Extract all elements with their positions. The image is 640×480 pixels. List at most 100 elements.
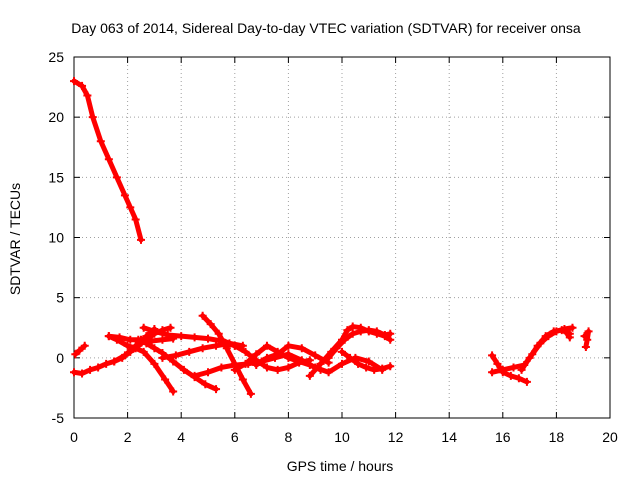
data-point xyxy=(204,334,212,343)
data-point xyxy=(533,341,542,350)
data-point xyxy=(88,113,97,122)
data-point xyxy=(372,327,381,336)
data-point xyxy=(525,353,534,362)
data-point xyxy=(217,363,226,372)
series-arc-18 xyxy=(338,347,395,374)
data-point xyxy=(150,344,159,353)
data-point xyxy=(509,363,518,372)
data-point xyxy=(166,323,175,332)
x-tick-label: 0 xyxy=(70,429,78,445)
data-point xyxy=(214,329,223,338)
data-point xyxy=(584,327,593,336)
data-point xyxy=(583,335,592,344)
x-axis-label: GPS time / hours xyxy=(287,458,394,474)
data-point xyxy=(169,357,178,366)
plot-border xyxy=(73,56,611,419)
data-point xyxy=(364,357,373,366)
data-point xyxy=(104,155,113,164)
data-point xyxy=(364,326,373,335)
data-point xyxy=(131,215,140,224)
data-point xyxy=(163,330,172,339)
data-point xyxy=(212,341,221,350)
data-point xyxy=(102,359,111,368)
data-point xyxy=(493,359,502,368)
data-point xyxy=(343,326,352,335)
data-point xyxy=(150,359,159,368)
data-point xyxy=(131,341,140,350)
series-arc-22 xyxy=(560,326,574,342)
data-point xyxy=(198,344,207,353)
data-point xyxy=(142,339,151,348)
data-point xyxy=(230,341,239,350)
data-point xyxy=(514,374,523,383)
y-tick-label: 25 xyxy=(48,49,64,65)
data-point xyxy=(137,235,145,244)
data-point xyxy=(362,363,371,372)
data-point xyxy=(80,341,89,350)
x-tick-label: 10 xyxy=(334,429,350,445)
data-point xyxy=(311,351,320,360)
data-point xyxy=(522,377,531,386)
data-point xyxy=(142,332,151,341)
data-point xyxy=(110,357,119,366)
series-arc-10 xyxy=(198,311,255,398)
data-point xyxy=(86,365,95,374)
data-point xyxy=(123,341,132,350)
data-point xyxy=(75,346,84,355)
series-arc-14 xyxy=(252,341,333,370)
data-point xyxy=(370,365,379,374)
y-tick-label: 15 xyxy=(48,169,64,185)
data-point xyxy=(488,351,497,360)
y-tick-label: 0 xyxy=(56,350,64,366)
data-point xyxy=(104,332,113,341)
data-point xyxy=(262,341,271,350)
series-line xyxy=(71,78,144,243)
data-point xyxy=(284,341,293,350)
data-point xyxy=(212,385,221,394)
data-point xyxy=(284,363,293,372)
data-point xyxy=(126,203,135,212)
data-point xyxy=(332,344,341,353)
x-tick-label: 18 xyxy=(549,429,565,445)
data-point xyxy=(169,387,178,396)
data-point xyxy=(134,335,143,344)
x-tick-label: 8 xyxy=(285,429,293,445)
y-tick-label: 10 xyxy=(48,230,64,246)
data-point xyxy=(150,327,159,336)
data-point xyxy=(158,353,167,362)
data-point xyxy=(206,320,215,329)
grid-layer xyxy=(74,57,610,418)
data-point xyxy=(112,173,121,182)
x-tick-label: 12 xyxy=(388,429,404,445)
data-point xyxy=(120,351,129,360)
data-point xyxy=(238,375,247,384)
data-point xyxy=(386,329,395,338)
data-point xyxy=(541,332,550,341)
data-point xyxy=(346,353,355,362)
data-point xyxy=(139,347,148,356)
y-tick-label: -5 xyxy=(52,410,65,426)
data-point xyxy=(316,359,325,368)
data-point xyxy=(560,326,569,335)
data-point xyxy=(198,311,207,320)
data-point xyxy=(386,362,395,371)
data-point xyxy=(139,323,148,332)
data-point xyxy=(262,363,271,372)
data-point xyxy=(94,363,103,372)
data-point xyxy=(568,323,577,332)
data-point xyxy=(71,350,80,359)
data-point xyxy=(338,347,346,356)
x-tick-label: 2 xyxy=(124,429,132,445)
x-tick-label: 4 xyxy=(177,429,185,445)
data-point xyxy=(217,335,226,344)
data-point xyxy=(284,350,293,359)
y-tick-label: 5 xyxy=(56,290,64,306)
data-point xyxy=(120,191,129,200)
data-point xyxy=(158,335,167,344)
data-point xyxy=(498,365,507,374)
data-point xyxy=(241,359,250,368)
x-tick-label: 14 xyxy=(441,429,457,445)
data-point xyxy=(115,333,124,342)
data-point xyxy=(581,343,590,352)
data-point xyxy=(96,137,105,146)
